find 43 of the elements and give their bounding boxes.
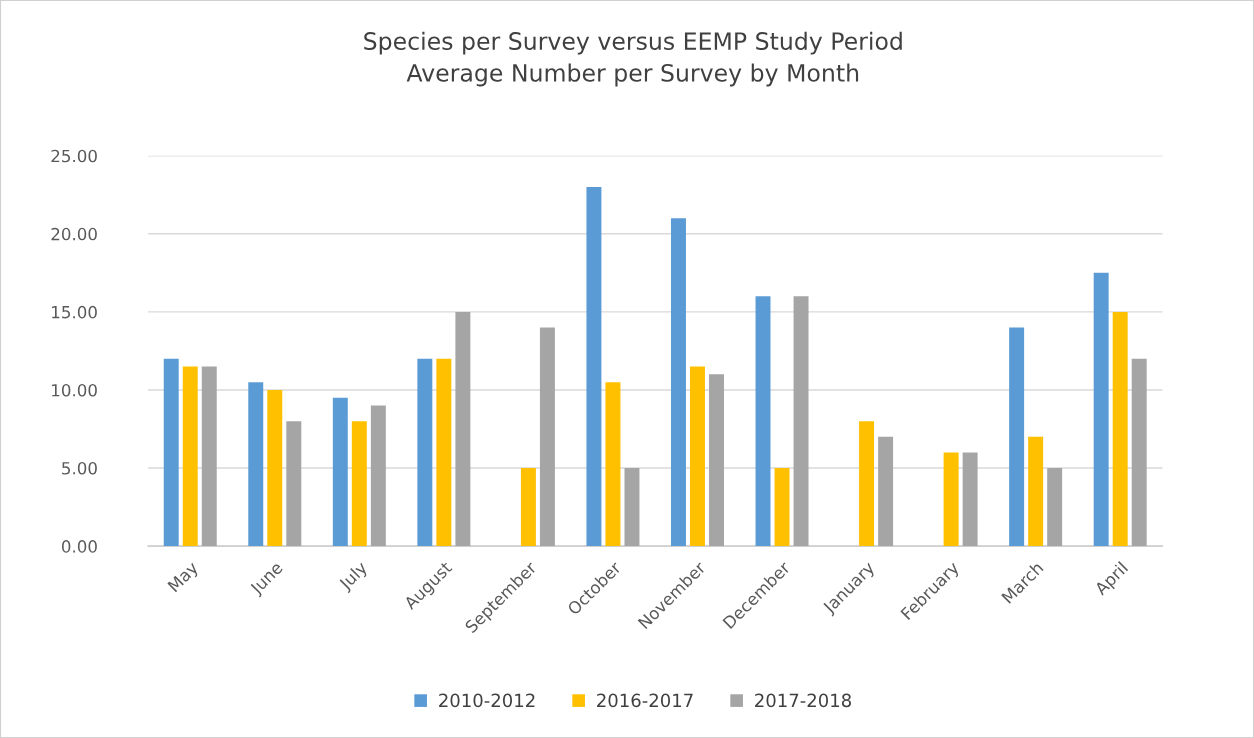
bar bbox=[962, 452, 978, 547]
bar bbox=[943, 452, 959, 547]
legend-label: 2016-2017 bbox=[597, 693, 693, 708]
bar bbox=[201, 366, 217, 547]
y-tick-label: 10.00 bbox=[52, 383, 97, 397]
bar bbox=[182, 366, 198, 547]
bar bbox=[332, 397, 348, 547]
bar bbox=[1009, 327, 1025, 547]
bar bbox=[248, 382, 264, 547]
bar bbox=[586, 186, 602, 547]
bar bbox=[163, 358, 179, 547]
bar bbox=[267, 389, 283, 547]
bar bbox=[624, 468, 640, 547]
bar bbox=[436, 358, 452, 547]
bar bbox=[755, 296, 771, 547]
bar bbox=[1047, 468, 1063, 547]
y-tick-label: 25.00 bbox=[51, 149, 97, 163]
y-tick-label: 15.00 bbox=[52, 305, 97, 319]
bar bbox=[1093, 272, 1109, 547]
legend-label: 2010-2012 bbox=[439, 693, 535, 708]
legend-label: 2017-2018 bbox=[755, 693, 851, 708]
bar bbox=[878, 436, 894, 547]
bar bbox=[417, 358, 433, 547]
chart-title: Species per Survey versus EEMP Study Period Average Number per Survey by Month bbox=[364, 31, 902, 87]
bar bbox=[1112, 311, 1128, 547]
bar bbox=[690, 366, 705, 547]
bar bbox=[539, 327, 555, 547]
bar bbox=[709, 374, 724, 547]
y-tick-label: 5.00 bbox=[62, 462, 97, 475]
bar bbox=[774, 468, 790, 547]
bar bbox=[286, 421, 302, 547]
y-tick-label: 0.00 bbox=[61, 540, 97, 553]
bar bbox=[351, 421, 367, 547]
bar bbox=[1131, 358, 1147, 547]
bar bbox=[605, 382, 621, 547]
bar bbox=[793, 296, 809, 547]
bar bbox=[670, 218, 686, 547]
bar bbox=[455, 311, 471, 547]
bar bbox=[520, 468, 536, 547]
bar bbox=[859, 421, 875, 547]
bar bbox=[1028, 436, 1044, 547]
bar bbox=[370, 405, 386, 547]
y-tick-label: 20.00 bbox=[51, 227, 97, 241]
